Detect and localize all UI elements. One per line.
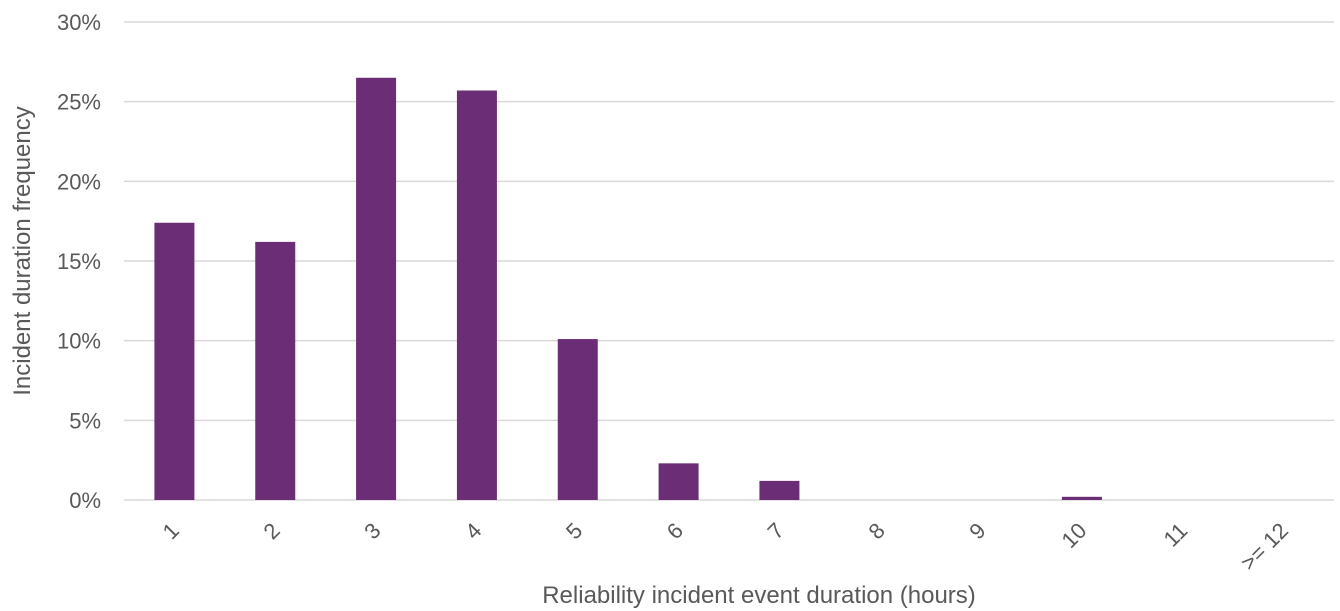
- x-tick-label: 9: [964, 518, 990, 544]
- x-tick-label: 7: [763, 518, 789, 544]
- x-tick-labels: 1 2 3 4 5 6 7 8 9 10 11 >= 12: [158, 518, 1294, 575]
- y-tick-label: 0%: [69, 488, 101, 513]
- bar: [1062, 497, 1102, 500]
- x-tick-label: >= 12: [1236, 518, 1293, 575]
- bar: [558, 339, 598, 500]
- y-tick-label: 5%: [69, 408, 101, 433]
- x-tick-label: 1: [158, 518, 184, 544]
- bars: [154, 78, 1101, 500]
- y-tick-label: 30%: [57, 10, 101, 35]
- bar: [154, 223, 194, 500]
- x-tick-label: 4: [460, 518, 486, 544]
- y-tick-labels: 0% 5% 10% 15% 20% 25% 30%: [57, 10, 101, 513]
- x-tick-label: 6: [662, 518, 688, 544]
- bar: [255, 242, 295, 500]
- y-tick-label: 10%: [57, 329, 101, 354]
- y-tick-label: 20%: [57, 169, 101, 194]
- x-tick-label: 8: [863, 518, 889, 544]
- bar: [759, 481, 799, 500]
- x-tick-label: 5: [561, 518, 587, 544]
- x-tick-label: 3: [359, 518, 385, 544]
- x-axis-title: Reliability incident event duration (hou…: [542, 582, 976, 609]
- bar: [659, 463, 699, 500]
- y-tick-label: 15%: [57, 249, 101, 274]
- gridlines: [124, 22, 1334, 500]
- x-tick-label: 2: [258, 518, 284, 544]
- bar: [457, 91, 497, 500]
- x-tick-label: 10: [1056, 518, 1091, 553]
- y-tick-label: 25%: [57, 90, 101, 115]
- bar: [356, 78, 396, 500]
- x-tick-label: 11: [1158, 518, 1192, 552]
- y-axis-title: Incident duration frequency: [9, 106, 36, 396]
